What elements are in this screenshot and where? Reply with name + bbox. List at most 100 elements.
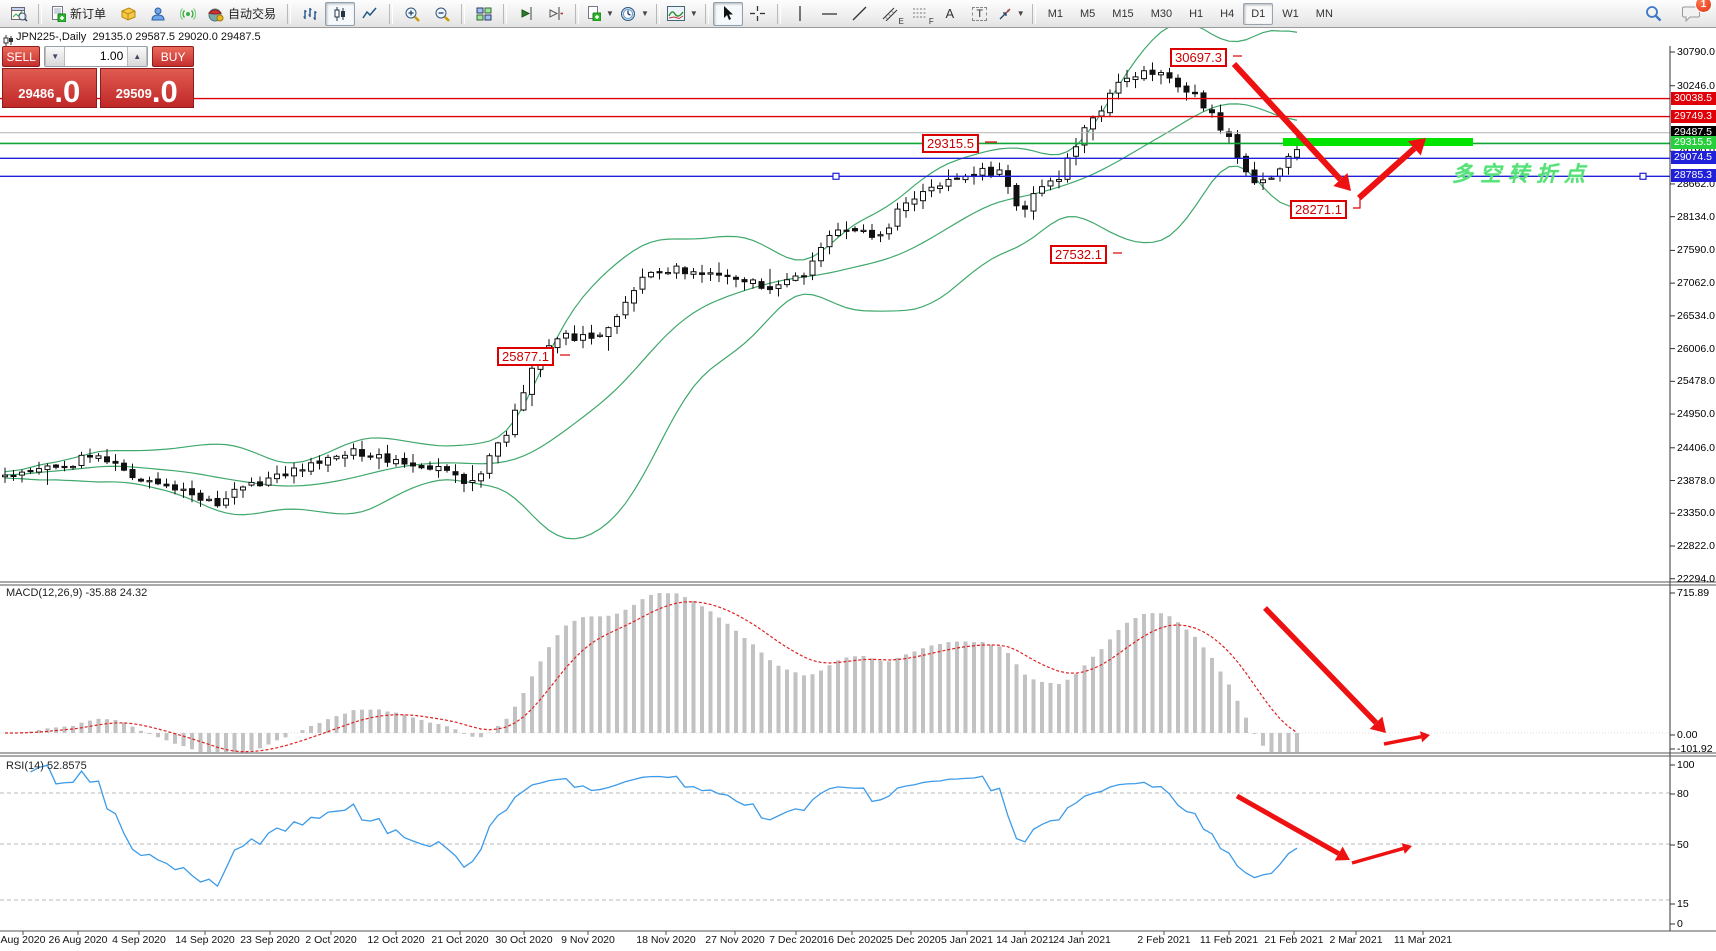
line-chart-button[interactable] <box>355 2 385 26</box>
text-label-button[interactable]: T <box>965 2 995 26</box>
timeframe-w1-button[interactable]: W1 <box>1282 7 1299 20</box>
date-axis-label: 7 Dec 2020 <box>769 934 823 946</box>
tile-windows-button[interactable] <box>469 2 499 26</box>
community-button[interactable] <box>143 2 173 26</box>
timeframe-m1-button[interactable]: M1 <box>1047 7 1063 20</box>
chat-button[interactable]: 1 <box>1676 0 1712 26</box>
trendline-button[interactable] <box>845 2 875 26</box>
date-axis-label: 11 Feb 2021 <box>1199 934 1259 946</box>
price-axis-badge: 29487.5 <box>1671 125 1716 139</box>
timeframe-h1-button[interactable]: H1 <box>1189 7 1204 20</box>
price-annotation-label[interactable]: 27532.1 <box>1050 245 1107 264</box>
yellow-package-icon <box>121 7 136 21</box>
price-axis-badge: 29074.5 <box>1671 151 1716 165</box>
market-button[interactable] <box>113 2 143 26</box>
bar-chart-button[interactable] <box>295 2 325 26</box>
candlestick-chart-button[interactable] <box>325 1 356 26</box>
zoom-in-icon <box>405 7 420 22</box>
toolbar-separator <box>575 3 580 24</box>
symbol-period-label: JPN225-,Daily <box>16 31 87 43</box>
toolbar-separator <box>389 3 394 24</box>
cursor-button[interactable] <box>712 1 743 26</box>
horizontal-line-button[interactable] <box>815 2 845 26</box>
channel-button[interactable]: E <box>875 2 905 26</box>
bar-chart-icon <box>303 8 317 20</box>
price-annotation-label[interactable]: 29315.5 <box>922 134 979 153</box>
crosshair-button[interactable] <box>743 2 773 26</box>
buy-price-int: 29509 <box>115 86 152 101</box>
periods-dropdown-button[interactable]: ▼ <box>617 2 652 26</box>
fibonacci-button[interactable]: F <box>905 2 935 26</box>
timeframe-m5-button[interactable]: M5 <box>1080 7 1096 20</box>
timeframe-m30-button[interactable]: M30 <box>1150 7 1173 20</box>
order-doc-icon <box>588 6 602 21</box>
rsi-axis-tick: 50 <box>1677 839 1689 851</box>
arrows-tool-button[interactable]: ▼ <box>995 2 1028 26</box>
fibo-sub-label: F <box>928 16 934 26</box>
text-button[interactable]: A <box>935 2 965 26</box>
price-annotation-label[interactable]: 30697.3 <box>1170 48 1227 67</box>
new-order-button[interactable]: 新订单 <box>46 2 113 26</box>
timeframe-mn-button[interactable]: MN <box>1315 7 1333 20</box>
price-axis-badge: 28785.3 <box>1671 169 1716 183</box>
sell-price-dec: .0 <box>54 73 81 109</box>
price-annotation-label[interactable]: 28271.1 <box>1290 200 1347 219</box>
price-axis-tick: 26534.0 <box>1677 309 1715 322</box>
zoom-out-button[interactable] <box>427 2 457 26</box>
text-label-glyph: T <box>972 6 988 21</box>
one-click-trading-panel: SELL ▼ 1.00 ▲ BUY 29486.0 29509.0 <box>2 46 194 108</box>
timeframe-d1-button[interactable]: D1 <box>1243 2 1274 25</box>
turning-point-annotation[interactable]: 多空转折点 <box>1452 163 1592 186</box>
volume-input[interactable]: 1.00 <box>99 49 124 63</box>
price-axis-tick: 24406.0 <box>1677 441 1715 454</box>
new-order-dropdown-button[interactable]: ▼ <box>583 2 617 26</box>
buy-button[interactable]: BUY <box>152 46 194 67</box>
date-axis-label: 2 Feb 2021 <box>1137 934 1191 946</box>
price-axis-tick: 30790.0 <box>1677 46 1715 58</box>
toolbar: 新订单 自动交易 <box>0 0 1716 28</box>
sell-price-panel[interactable]: 29486.0 <box>2 68 97 108</box>
date-axis-label: 4 Sep 2020 <box>112 934 166 946</box>
date-axis-label: 18 Nov 2020 <box>636 934 696 946</box>
timeframe-h4-button[interactable]: H4 <box>1220 7 1235 20</box>
macd-axis-tick: -101.92 <box>1677 743 1713 755</box>
price-axis-badge: 29749.3 <box>1671 109 1716 123</box>
broadcast-icon <box>180 7 197 20</box>
date-axis-label: 24 Jan 2021 <box>1053 934 1111 946</box>
date-axis-label: 23 Sep 2020 <box>240 934 300 946</box>
ohlc-values: 29135.0 29587.5 29020.0 29487.5 <box>92 31 261 43</box>
line-chart-icon <box>362 7 377 19</box>
indicators-dropdown-button[interactable]: ▼ <box>664 2 701 26</box>
price-axis-badge: 29315.5 <box>1671 136 1716 150</box>
vertical-line-button[interactable] <box>785 2 815 26</box>
sell-price-int: 29486 <box>18 86 55 101</box>
zoom-in-button[interactable] <box>397 2 427 26</box>
signals-button[interactable] <box>173 2 203 26</box>
chart-title: JPN225-,Daily 29135.0 29587.5 29020.0 29… <box>16 31 261 43</box>
date-axis-label: 2 Oct 2020 <box>305 934 357 946</box>
macd-axis-tick: 715.89 <box>1677 587 1710 599</box>
auto-scroll-icon <box>521 7 532 20</box>
auto-scroll-button[interactable] <box>511 2 541 26</box>
price-annotation-label[interactable]: 25877.1 <box>497 347 554 366</box>
channel-sub-label: E <box>898 16 904 26</box>
horizontal-line-icon <box>822 12 838 15</box>
new-chart-button[interactable] <box>4 2 34 26</box>
autotrading-button[interactable]: 自动交易 <box>203 2 283 26</box>
toolbar-separator <box>503 3 508 24</box>
sell-button[interactable]: SELL <box>2 46 41 67</box>
timeframe-bar: M1 M5 M15 M30 H1 H4 D1 W1 MN <box>1040 2 1341 25</box>
date-axis-label: 2 Mar 2021 <box>1329 934 1383 946</box>
buy-price-panel[interactable]: 29509.0 <box>99 68 194 108</box>
volume-decrease-button[interactable]: ▼ <box>45 47 66 66</box>
volume-increase-button[interactable]: ▲ <box>127 47 148 66</box>
search-button[interactable] <box>1638 2 1668 26</box>
timeframe-m15-button[interactable]: M15 <box>1112 7 1134 20</box>
chart-shift-button[interactable] <box>541 2 571 26</box>
price-axis-tick: 27062.0 <box>1677 277 1715 290</box>
search-icon <box>1645 6 1661 22</box>
price-axis-tick: 27590.0 <box>1677 244 1715 257</box>
price-axis-tick: 26006.0 <box>1677 342 1715 355</box>
date-axis-label: 5 Jan 2021 <box>941 934 993 946</box>
